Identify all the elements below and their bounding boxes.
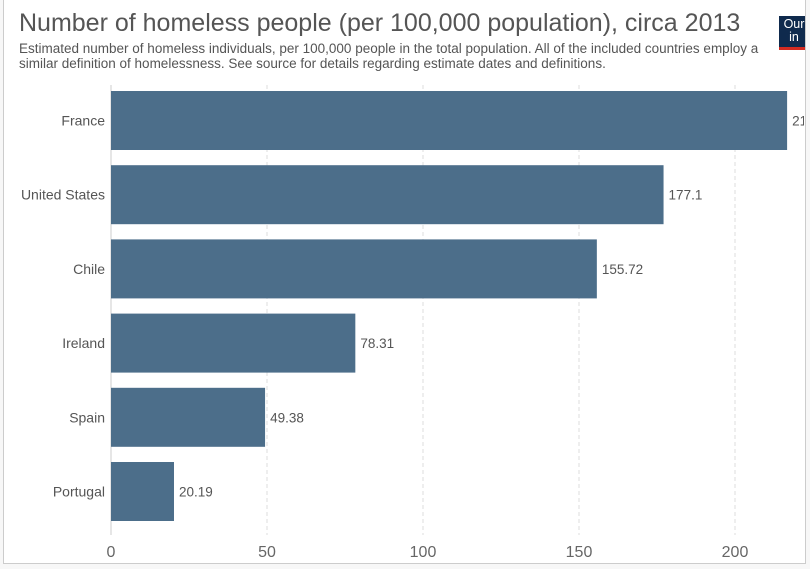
value-label: 216.7	[792, 114, 810, 129]
bar	[111, 91, 788, 150]
x-tick-label: 100	[410, 544, 437, 561]
category-label: Ireland	[62, 335, 105, 351]
value-label: 49.38	[270, 410, 304, 425]
value-label: 20.19	[179, 485, 213, 500]
category-label: United States	[21, 187, 105, 203]
bar	[111, 387, 266, 447]
x-tick-label: 50	[258, 544, 276, 561]
x-tick-label: 150	[566, 544, 593, 561]
bar	[111, 165, 664, 225]
logo-line2: in	[789, 30, 799, 44]
bar	[111, 239, 597, 299]
category-label: Spain	[69, 409, 105, 425]
value-label: 78.31	[360, 336, 394, 351]
chart-title: Number of homeless people (per 100,000 p…	[19, 9, 741, 37]
category-label: Chile	[73, 261, 105, 277]
chart-subtitle: Estimated number of homeless individuals…	[19, 41, 759, 71]
category-label: France	[61, 113, 105, 129]
owid-logo[interactable]: Our in	[779, 16, 805, 50]
x-tick-label: 0	[107, 544, 116, 561]
value-label: 155.72	[602, 262, 643, 277]
value-label: 177.1	[669, 188, 703, 203]
logo-line1: Our	[783, 17, 805, 31]
bar	[111, 313, 356, 373]
category-label: Portugal	[53, 484, 105, 500]
bar	[111, 462, 174, 521]
x-tick-label: 200	[722, 544, 749, 561]
